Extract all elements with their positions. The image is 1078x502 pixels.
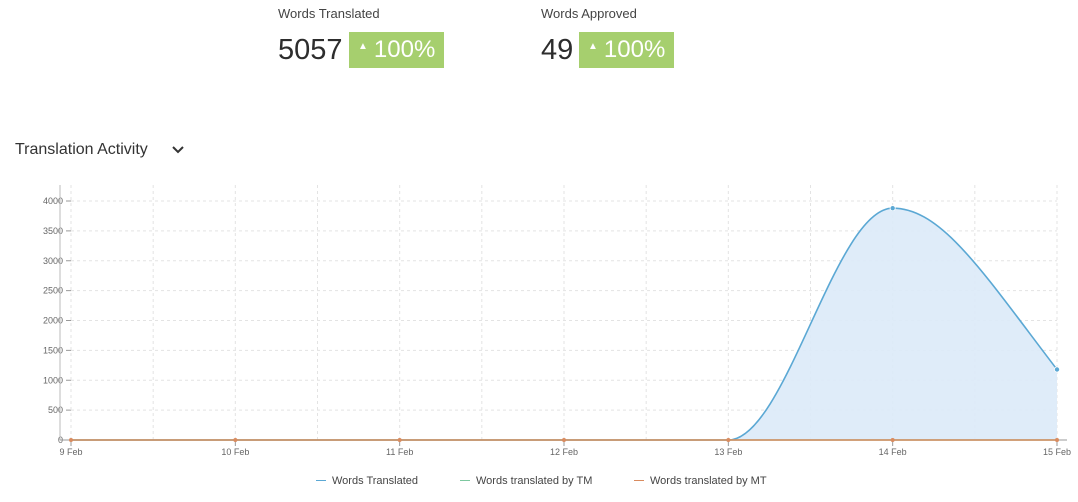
legend-label: Words Translated bbox=[332, 475, 419, 487]
translation-activity-chart: 050010001500200025003000350040009 Feb10 … bbox=[43, 185, 1071, 457]
legend-label: Words translated by TM bbox=[476, 475, 593, 487]
words-translated-point bbox=[889, 205, 896, 212]
zero-point bbox=[726, 438, 731, 442]
y-tick-label: 3500 bbox=[43, 226, 63, 236]
words-translated-area bbox=[71, 208, 1057, 440]
words-approved-change: 100% bbox=[603, 36, 666, 63]
zero-point bbox=[1055, 438, 1059, 442]
legend-label: Words translated by MT bbox=[650, 475, 767, 487]
legend-swatch bbox=[460, 479, 470, 481]
up-triangle-icon: ▲ bbox=[588, 40, 598, 52]
x-tick-label: 13 Feb bbox=[714, 447, 742, 457]
words-translated-value: 5057 bbox=[278, 34, 343, 66]
legend-swatch bbox=[634, 479, 644, 481]
x-tick-label: 14 Feb bbox=[879, 447, 907, 457]
words-translated-change: 100% bbox=[373, 36, 436, 63]
x-tick-label: 12 Feb bbox=[550, 447, 578, 457]
zero-point bbox=[397, 438, 402, 442]
x-tick-label: 9 Feb bbox=[59, 447, 82, 457]
legend-swatch bbox=[316, 479, 326, 481]
y-tick-label: 2500 bbox=[43, 286, 63, 296]
words-translated-line bbox=[71, 207, 1058, 441]
y-tick-label: 500 bbox=[48, 405, 63, 415]
zero-point bbox=[562, 438, 566, 442]
words-translated-change-badge: ▲ 100% bbox=[349, 32, 445, 68]
y-tick-label: 3000 bbox=[43, 256, 63, 266]
y-tick-label: 2000 bbox=[43, 316, 63, 326]
legend-item-words-translated-by-tm[interactable]: Words translated by TM bbox=[460, 475, 592, 491]
x-tick-label: 10 Feb bbox=[221, 447, 249, 457]
up-triangle-icon: ▲ bbox=[358, 40, 368, 52]
words-approved-change-badge: ▲ 100% bbox=[579, 32, 675, 68]
zero-point bbox=[233, 438, 238, 442]
zero-point bbox=[69, 438, 73, 442]
words-translated-label: Words Translated bbox=[278, 6, 380, 21]
y-tick-label: 1000 bbox=[43, 375, 63, 385]
y-tick-label: 1500 bbox=[43, 345, 63, 355]
words-translated-point bbox=[1054, 366, 1061, 373]
y-tick-label: 4000 bbox=[43, 196, 63, 206]
zero-point bbox=[890, 438, 895, 442]
words-approved-value: 49 bbox=[541, 34, 574, 66]
section-title[interactable]: Translation Activity bbox=[15, 141, 148, 158]
words-approved-label: Words Approved bbox=[541, 6, 637, 21]
x-tick-label: 11 Feb bbox=[386, 447, 413, 457]
legend-item-words-translated[interactable]: Words Translated bbox=[316, 475, 418, 491]
legend-item-words-translated-by-mt[interactable]: Words translated by MT bbox=[634, 475, 767, 491]
chevron-down-icon[interactable] bbox=[171, 143, 185, 157]
x-tick-label: 15 Feb bbox=[1043, 447, 1071, 457]
